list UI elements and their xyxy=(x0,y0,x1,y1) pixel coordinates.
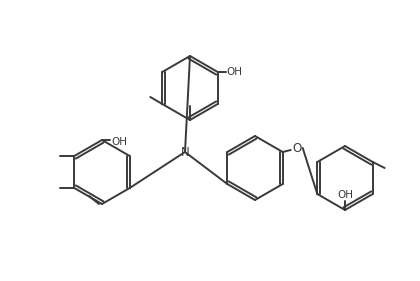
Text: O: O xyxy=(292,142,301,155)
Text: N: N xyxy=(181,146,189,158)
Text: OH: OH xyxy=(337,190,353,200)
Text: OH: OH xyxy=(227,67,243,77)
Text: OH: OH xyxy=(111,137,127,147)
